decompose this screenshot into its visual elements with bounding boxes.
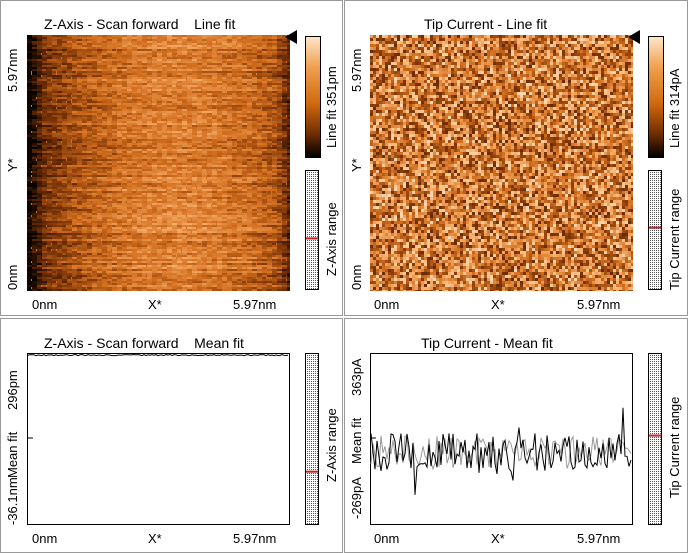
- tip-current-range-bar[interactable]: [648, 170, 662, 290]
- panel-title: Tip Current - Mean fit: [421, 335, 553, 351]
- colorbar-label: Line fit 351pm: [324, 66, 339, 148]
- y-axis-label: Y*: [349, 158, 364, 172]
- colorbar-pointer-icon[interactable]: [285, 30, 297, 44]
- y-axis-label: Mean fit: [349, 417, 364, 464]
- tip-current-map[interactable]: [370, 35, 633, 291]
- x-axis-left-label: 0nm: [32, 531, 58, 546]
- tip-current-mean-fit-plot[interactable]: [370, 353, 633, 525]
- colorbar[interactable]: [305, 36, 321, 158]
- tip-current-range-bar[interactable]: [648, 353, 662, 525]
- y-axis-bottom-label: 0nm: [5, 264, 20, 290]
- y-axis-top-label: 296pm: [5, 370, 20, 410]
- x-axis-label: X*: [491, 531, 505, 546]
- x-axis-left-label: 0nm: [374, 297, 400, 312]
- colorbar-label: Line fit 314pA: [667, 68, 682, 148]
- x-axis-label: X*: [148, 531, 162, 546]
- z-axis-topography-map[interactable]: [27, 35, 290, 291]
- colorbar[interactable]: [648, 36, 664, 158]
- panel-title: Tip Current - Line fit: [424, 16, 548, 32]
- z-axis-range-bar[interactable]: [305, 353, 319, 525]
- y-axis-top-label: 5.97nm: [5, 48, 20, 92]
- x-axis-left-label: 0nm: [32, 297, 58, 312]
- panel-title: Z-Axis - Scan forward Mean fit: [44, 335, 244, 351]
- x-axis-right-label: 5.97nm: [233, 531, 277, 546]
- x-axis-right-label: 5.97nm: [577, 531, 621, 546]
- panel-title: Z-Axis - Scan forward Line fit: [44, 16, 236, 32]
- range-label: Z-Axis range: [324, 408, 339, 482]
- y-axis-bottom-label: 0nm: [349, 264, 364, 290]
- y-axis-label: Mean fit: [5, 431, 20, 478]
- y-axis-bottom-label: -269pA: [349, 477, 364, 519]
- z-axis-range-bar[interactable]: [305, 170, 319, 290]
- x-axis-label: X*: [491, 297, 505, 312]
- y-axis-top-label: 363pA: [349, 358, 364, 396]
- y-axis-top-label: 5.97nm: [349, 48, 364, 92]
- y-axis-label: Y*: [5, 158, 20, 172]
- x-axis-left-label: 0nm: [374, 531, 400, 546]
- x-axis-right-label: 5.97nm: [577, 297, 621, 312]
- colorbar-pointer-icon[interactable]: [628, 30, 640, 44]
- z-axis-mean-fit-plot[interactable]: [27, 353, 290, 525]
- range-label: Tip Current range: [667, 396, 682, 498]
- y-axis-bottom-label: -36.1nm: [5, 477, 20, 525]
- range-label: Z-Axis range: [324, 202, 339, 276]
- range-label: Tip Current range: [667, 188, 682, 290]
- x-axis-label: X*: [148, 297, 162, 312]
- x-axis-right-label: 5.97nm: [233, 297, 277, 312]
